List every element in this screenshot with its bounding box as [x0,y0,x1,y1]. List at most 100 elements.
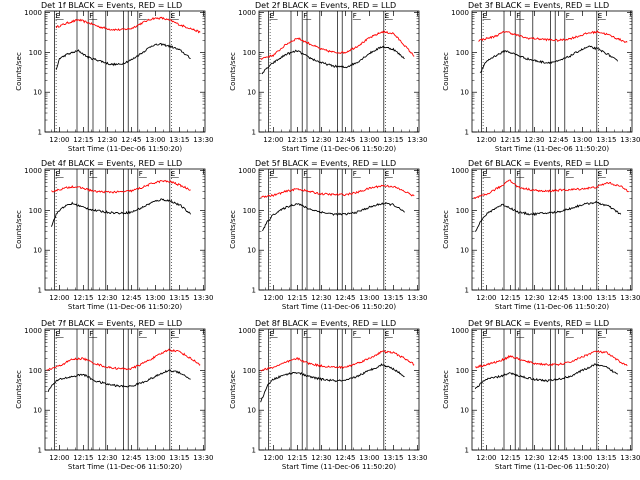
y-axis-label: Counts/sec [15,210,23,249]
panel-2: Det 2f BLACK = Events, RED = LLD 1 10 100 10… [229,1,427,153]
x-tick-label: 13:00 [145,454,165,462]
panel-title: Det 8f BLACK = Events, RED = LLD [255,319,396,328]
panel-title: Det 7f BLACK = Events, RED = LLD [41,319,182,328]
y-tick-label: 1000 [451,327,469,335]
x-tick-label: 12:15 [73,136,93,144]
series-line-red [55,16,201,34]
x-tick-label: 13:15 [169,136,189,144]
plot-frame [471,328,633,451]
flag-label: E [385,170,389,178]
flag-label: F [139,170,143,178]
x-tick-label: 13:30 [620,294,640,302]
plot-frame [258,328,420,451]
series-line-red [46,348,201,371]
x-tick-label: 12:30 [524,454,544,462]
flag-label: F [516,12,520,20]
x-tick-label: 13:00 [572,294,592,302]
y-tick-label: 1 [252,447,256,455]
y-tick-label: 1000 [238,327,256,335]
flag-label: E [270,12,274,20]
flag-label: F [303,330,307,338]
x-tick-label: 12:00 [476,294,496,302]
y-axis-label: Counts/sec [442,52,450,91]
flag-label: E [56,12,60,20]
series-line-red [260,30,415,60]
y-tick-label: 1 [465,129,469,137]
flag-label: F [353,330,357,338]
y-tick-label: 1 [38,447,42,455]
y-tick-label: 100 [456,207,469,215]
x-tick-label: 12:15 [287,294,307,302]
flag-label: E [483,330,487,338]
plot-frame [471,168,633,291]
panel-8: Det 8f BLACK = Events, RED = LLD 1 10 100 10… [229,319,427,471]
y-axis-label: Counts/sec [229,210,237,249]
x-tick-label: 13:00 [572,454,592,462]
panel-title: Det 3f BLACK = Events, RED = LLD [468,1,609,10]
y-tick-label: 100 [243,49,256,57]
x-tick-label: 13:30 [193,454,213,462]
series-line-black [261,45,405,75]
x-tick-label: 13:00 [359,136,379,144]
y-tick-label: 1000 [24,327,42,335]
x-tick-label: 13:15 [169,454,189,462]
x-tick-label: 12:45 [335,136,355,144]
x-tick-label: 13:15 [169,294,189,302]
series-line-red [478,30,628,43]
x-tick-label: 12:30 [524,136,544,144]
x-axis-label: Start Time (11-Dec-06 11:50:20) [68,303,182,311]
flag-label: F [516,330,520,338]
x-tick-label: 12:00 [49,454,69,462]
flag-label: E [270,330,274,338]
panel-6: Det 6f BLACK = Events, RED = LLD 1 10 100 10… [442,159,640,311]
panel-title: Det 5f BLACK = Events, RED = LLD [255,159,396,168]
x-tick-label: 13:15 [383,294,403,302]
series-line-black [479,45,618,73]
x-tick-label: 12:15 [73,454,93,462]
flag-label: E [483,170,487,178]
panel-title: Det 1f BLACK = Events, RED = LLD [41,1,182,10]
x-axis-label: Start Time (11-Dec-06 11:50:20) [68,463,182,471]
flag-label: E [270,170,274,178]
x-tick-label: 13:15 [596,136,616,144]
y-tick-label: 1000 [24,167,42,175]
plot-frame [258,168,420,291]
x-tick-label: 12:45 [548,136,568,144]
y-tick-label: 1000 [451,167,469,175]
y-tick-label: 10 [460,407,469,415]
flag-label: F [303,170,307,178]
y-tick-label: 1 [465,447,469,455]
x-tick-label: 12:00 [476,454,496,462]
plot-frame [258,10,420,133]
y-tick-label: 1 [38,129,42,137]
x-tick-label: 12:00 [49,136,69,144]
x-axis-label: Start Time (11-Dec-06 11:50:20) [495,463,609,471]
flag-label: E [598,12,602,20]
x-tick-label: 13:30 [620,454,640,462]
x-tick-label: 12:00 [476,136,496,144]
flag-label: F [566,170,570,178]
series-line-black [474,363,618,390]
x-axis-label: Start Time (11-Dec-06 11:50:20) [282,303,396,311]
series-line-red [474,350,628,369]
y-tick-label: 10 [247,407,256,415]
flag-label: E [171,170,175,178]
x-tick-label: 12:30 [311,454,331,462]
y-tick-label: 100 [29,367,42,375]
y-tick-label: 100 [243,367,256,375]
y-tick-label: 10 [33,247,42,255]
y-tick-label: 1000 [238,9,256,17]
x-tick-label: 12:15 [73,294,93,302]
flag-label: F [89,330,93,338]
x-tick-label: 12:45 [548,294,568,302]
x-tick-label: 13:00 [145,136,165,144]
flag-label: F [566,12,570,20]
flag-label: E [385,12,389,20]
y-tick-label: 1000 [451,9,469,17]
y-tick-label: 100 [456,49,469,57]
x-tick-label: 12:45 [121,454,141,462]
series-line-red [260,350,415,372]
flag-label: E [483,12,487,20]
x-tick-label: 12:30 [311,294,331,302]
